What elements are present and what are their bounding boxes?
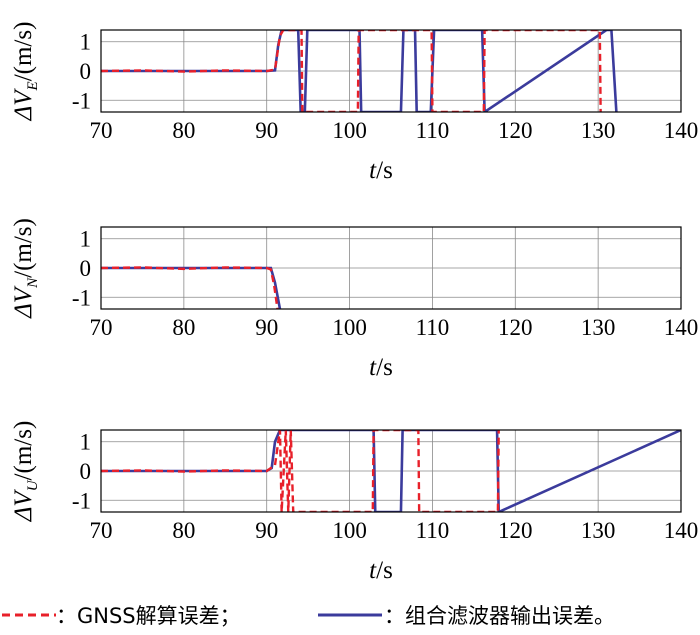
x-tick-label: 80 (172, 518, 195, 543)
x-axis-label: t/s (369, 557, 393, 584)
x-tick-label: 80 (172, 118, 195, 143)
x-tick-label: 110 (416, 315, 450, 340)
y-tick-label: 1 (80, 227, 92, 252)
series-gnss-line (101, 430, 500, 512)
y-axis-label: ΔVN/(m/s) (10, 218, 41, 319)
x-tick-label: 140 (664, 315, 699, 340)
x-tick-label: 120 (498, 118, 533, 143)
x-tick-label: 120 (498, 518, 533, 543)
legend-gnss-label: ：GNSS解算误差； (56, 604, 241, 628)
chart-vu: 70 80 90 100 110 120 130 140 1 0 -1 t/s ΔVU/(m/s) (10, 421, 698, 584)
x-tick-label: 90 (255, 518, 278, 543)
legend-swatches (2, 613, 382, 617)
y-tick-label: 1 (80, 430, 92, 455)
plot-frame (100, 29, 682, 113)
series-gnss-line (101, 266, 279, 309)
x-axis-label: t/s (369, 157, 393, 184)
y-tick-label: 1 (80, 30, 92, 55)
y-tick-label: -1 (72, 285, 91, 310)
x-tick-label: 70 (90, 315, 113, 340)
x-tick-label: 110 (416, 518, 450, 543)
y-tick-label: 0 (80, 459, 92, 484)
x-tick-label: 90 (255, 315, 278, 340)
x-tick-label: 120 (498, 315, 533, 340)
plot-frame (100, 429, 682, 513)
x-tick-label: 140 (664, 118, 699, 143)
y-axis-label: ΔVU/(m/s) (10, 421, 41, 523)
x-tick-label: 70 (90, 118, 113, 143)
series-filter-line (101, 430, 681, 512)
x-tick-label: 140 (664, 518, 699, 543)
x-tick-label: 130 (581, 315, 616, 340)
y-axis-label: ΔVE/(m/s) (10, 22, 41, 122)
x-tick-label: 80 (172, 315, 195, 340)
y-tick-label: -1 (72, 488, 91, 513)
plot-frame (100, 226, 682, 310)
x-tick-label: 70 (90, 518, 113, 543)
x-tick-label: 90 (255, 118, 278, 143)
chart-ve: 70 80 90 100 110 120 130 140 1 0 -1 t/s ΔVE/(m/s) (10, 22, 698, 184)
x-tick-label: 110 (416, 118, 450, 143)
y-tick-label: 0 (80, 256, 92, 281)
x-tick-label: 100 (332, 118, 367, 143)
legend: ：GNSS解算误差； ：组合滤波器输出误差。 (0, 598, 700, 632)
legend-filter-label: ：组合滤波器输出误差。 (384, 604, 615, 628)
x-tick-label: 130 (581, 518, 616, 543)
x-axis-label: t/s (369, 354, 393, 381)
chart-vn: 70 80 90 100 110 120 130 140 1 0 -1 t/s ΔVN/(m/s) (10, 218, 698, 381)
y-tick-label: -1 (72, 88, 91, 113)
x-tick-label: 100 (332, 518, 367, 543)
x-tick-label: 130 (581, 118, 616, 143)
y-tick-label: 0 (80, 59, 92, 84)
series-gnss-line (101, 30, 602, 112)
x-tick-label: 100 (332, 315, 367, 340)
